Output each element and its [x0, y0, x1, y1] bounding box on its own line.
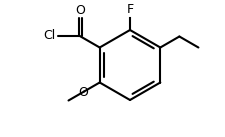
Text: O: O	[78, 86, 88, 99]
Text: Cl: Cl	[43, 29, 56, 42]
Text: F: F	[126, 3, 133, 16]
Text: O: O	[75, 4, 85, 16]
